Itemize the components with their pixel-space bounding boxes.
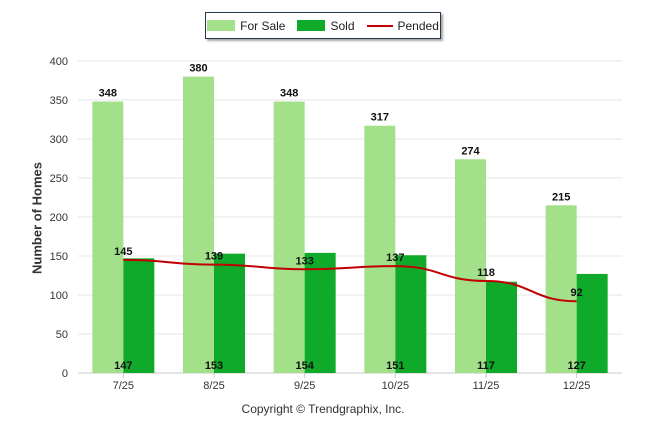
data-label-sold: 127 <box>567 360 585 372</box>
y-tick-label: 100 <box>50 290 68 302</box>
data-label-pended: 137 <box>386 252 404 264</box>
legend-label-for-sale: For Sale <box>240 18 286 33</box>
data-label-sold: 151 <box>386 360 404 372</box>
data-label-sold: 153 <box>205 360 223 372</box>
y-tick-label: 250 <box>50 173 68 185</box>
y-axis-ticks: 0 50 100 150 200 250 300 350 400 <box>50 56 68 380</box>
pended-line <box>123 258 577 303</box>
data-label-pended: 139 <box>205 251 223 263</box>
data-label-sold: 147 <box>114 360 132 372</box>
y-tick-label: 300 <box>50 134 68 146</box>
bar-sold <box>395 255 427 373</box>
x-tick-label: 7/25 <box>113 380 134 392</box>
y-tick-label: 150 <box>50 251 68 263</box>
data-label-for-sale: 348 <box>280 88 298 100</box>
data-label-pended: 133 <box>295 255 313 267</box>
x-tick-label: 12/25 <box>563 380 591 392</box>
data-labels: 348 147 380 153 348 154 317 151 274 117 215 127 145 1… <box>99 63 586 372</box>
y-tick-label: 0 <box>62 368 68 380</box>
y-tick-label: 200 <box>50 212 68 224</box>
gridlines <box>78 60 622 374</box>
x-tick-label: 9/25 <box>294 380 315 392</box>
data-label-sold: 117 <box>477 360 495 372</box>
data-label-for-sale: 380 <box>189 63 207 75</box>
legend-label-sold: Sold <box>330 18 355 33</box>
copyright-text: Copyright © Trendgraphix, Inc. <box>241 402 405 416</box>
bar-for-sale <box>273 101 305 373</box>
y-axis-label: Number of Homes <box>29 162 45 274</box>
data-label-pended: 145 <box>114 246 132 258</box>
legend-swatch-pended <box>366 24 393 27</box>
data-label-pended: 92 <box>571 287 583 299</box>
legend: For Sale Sold Pended <box>205 12 441 39</box>
data-label-sold: 154 <box>295 360 314 372</box>
bar-for-sale <box>455 159 486 373</box>
bar-for-sale <box>183 76 214 373</box>
bar-for-sale <box>545 205 577 373</box>
data-label-pended: 118 <box>477 267 495 279</box>
legend-item-pended[interactable]: Pended <box>366 18 439 33</box>
data-label-for-sale: 317 <box>371 112 389 124</box>
legend-swatch-sold <box>297 20 326 31</box>
bar-for-sale <box>92 101 124 373</box>
x-axis-ticks: 7/25 8/25 9/25 10/25 11/25 12/25 <box>113 373 591 392</box>
legend-label-pended: Pended <box>397 18 439 33</box>
data-label-for-sale: 348 <box>99 88 117 100</box>
data-label-for-sale: 274 <box>461 145 480 157</box>
x-tick-label: 10/25 <box>382 380 410 392</box>
legend-item-sold[interactable]: Sold <box>297 18 355 33</box>
y-tick-label: 400 <box>50 56 68 68</box>
y-tick-label: 350 <box>50 95 68 107</box>
bar-sold <box>304 252 336 373</box>
data-label-for-sale: 215 <box>552 191 570 203</box>
legend-swatch-for-sale <box>207 20 236 31</box>
bars <box>92 76 608 374</box>
x-tick-label: 8/25 <box>203 380 224 392</box>
legend-item-for-sale[interactable]: For Sale <box>207 19 285 33</box>
x-tick-label: 11/25 <box>473 380 500 392</box>
bar-sold <box>576 273 608 373</box>
bar-sold <box>486 281 517 373</box>
bar-sold <box>214 253 245 373</box>
bar-for-sale <box>364 125 396 374</box>
pended-series-line <box>123 258 577 303</box>
y-tick-label: 50 <box>56 329 68 341</box>
bar-sold <box>123 258 155 373</box>
